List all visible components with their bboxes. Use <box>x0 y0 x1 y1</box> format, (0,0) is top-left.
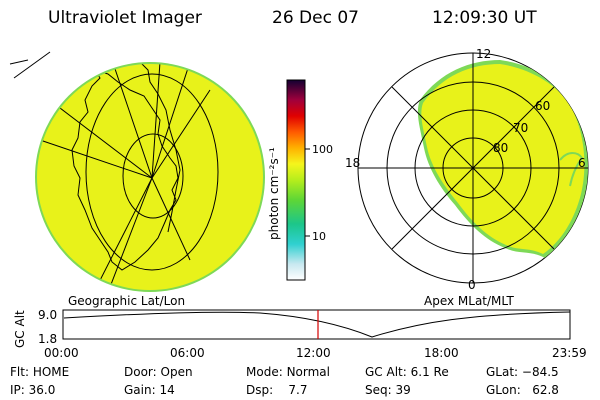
latitude-label-80: 80 <box>493 141 508 155</box>
polar-map: 60 70 80 12 18 6 0 <box>345 47 589 292</box>
time-tick-label: 23:59 <box>552 346 587 360</box>
colorbar-tick-label: 100 <box>312 143 333 156</box>
time-tick-label: 18:00 <box>424 346 459 360</box>
aurora-emission <box>421 64 585 254</box>
meridian-line <box>104 177 153 290</box>
door-status: Door: Open <box>124 365 193 379</box>
ip-status: IP: 36.0 <box>10 383 56 397</box>
mlt-meridian <box>391 86 555 250</box>
meridian-line <box>111 64 153 179</box>
altitude-plot-frame <box>62 309 571 340</box>
alt-tick-label: 1.8 <box>38 332 57 346</box>
meridian-line <box>151 64 161 179</box>
latitude-label-60: 60 <box>535 99 550 113</box>
meridian-line <box>151 64 191 179</box>
geographic-map <box>9 51 265 292</box>
latitude-circle <box>85 73 219 271</box>
latitude-label-70: 70 <box>513 121 528 135</box>
altitude-plot: 9.0 1.8 GC Alt 00:00 06:00 12:00 18:00 2… <box>13 308 587 360</box>
meridian-line <box>39 139 153 179</box>
latitude-circle <box>122 133 184 219</box>
meridian-line <box>151 89 211 179</box>
date-label: 26 Dec 07 <box>272 8 359 28</box>
alt-axis-label: GC Alt <box>13 310 27 348</box>
meridian-line <box>37 69 153 179</box>
mlt-label-0: 0 <box>468 278 476 292</box>
time-tick-label: 06:00 <box>170 346 205 360</box>
seq-status: Seq: 39 <box>365 383 411 397</box>
meridian-line <box>9 59 29 65</box>
meridian-line <box>13 51 51 79</box>
mlt-label-18: 18 <box>345 156 360 170</box>
time-tick-label: 00:00 <box>44 346 79 360</box>
geographic-panel-label: Geographic Lat/Lon <box>68 294 185 308</box>
time-tick-label: 12:00 <box>296 346 331 360</box>
polar-grid <box>358 53 588 283</box>
colorbar-unit-label: photon cm⁻²s⁻¹ <box>267 147 281 240</box>
altitude-curve <box>63 311 571 338</box>
colorbar-tick-label: 10 <box>312 230 326 243</box>
mode-status: Mode: Normal <box>246 365 330 379</box>
dsp-status: Dsp: 7.7 <box>246 383 308 397</box>
time-label: 12:09:30 UT <box>432 8 537 28</box>
glon-status: GLon: 62.8 <box>486 383 559 397</box>
mlt-label-12: 12 <box>476 47 491 61</box>
gain-status: Gain: 14 <box>124 383 175 397</box>
coastline <box>71 64 181 271</box>
mlt-label-6: 6 <box>578 156 586 170</box>
apex-panel-label: Apex MLat/MLT <box>424 294 514 308</box>
gc-alt-status: GC Alt: 6.1 Re <box>365 365 449 379</box>
instrument-title: Ultraviolet Imager <box>48 8 202 28</box>
aurora-edge-detail <box>559 152 584 187</box>
alt-tick-label: 9.0 <box>38 308 57 322</box>
colorbar: 100 10 photon cm⁻²s⁻¹ <box>267 79 333 281</box>
glat-status: GLat: −84.5 <box>486 365 559 379</box>
colorbar-scale <box>286 79 306 281</box>
flight-status: Flt: HOME <box>10 365 70 379</box>
